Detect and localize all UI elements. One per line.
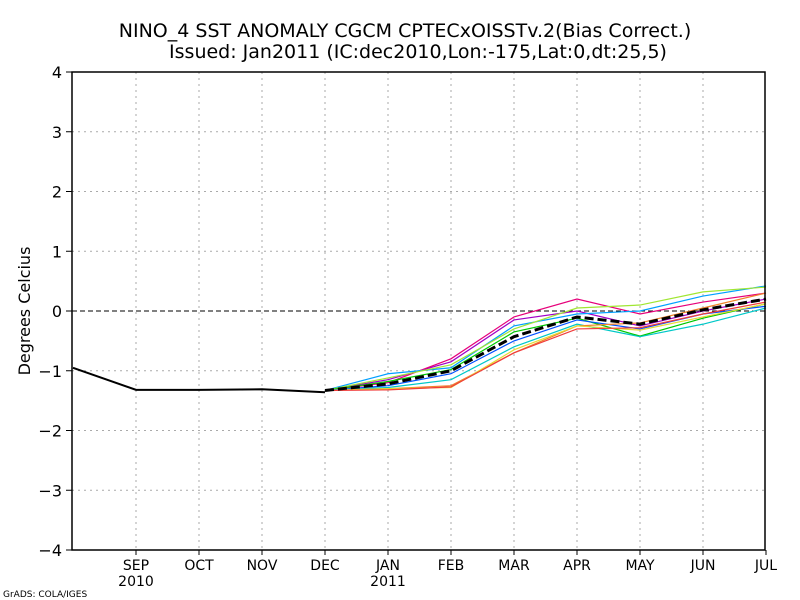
x-tick-label: SEP [123, 558, 149, 574]
ensemble-member-line [324, 285, 767, 392]
ensemble-member-line [324, 286, 767, 392]
y-tick-label: 4 [52, 63, 62, 82]
x-tick-label: JAN [375, 558, 400, 574]
x-tick-label: MAR [498, 558, 530, 574]
y-tick-label: −3 [38, 481, 62, 500]
y-tick-label: −4 [38, 541, 62, 560]
y-axis-label: Degrees Celcius [15, 247, 34, 376]
ensemble-member-line [324, 301, 767, 392]
x-tick-label: OCT [184, 558, 214, 574]
ensemble-member-line [324, 307, 767, 392]
y-tick-label: 0 [52, 302, 62, 321]
ensemble-mean-line [324, 297, 767, 392]
y-tick-label: −1 [38, 362, 62, 381]
x-tick-label: JUN [690, 558, 716, 574]
x-tick-label: FEB [438, 558, 465, 574]
observed-line [72, 366, 326, 394]
x-tick-year: 2011 [370, 574, 406, 590]
x-tick-label: DEC [310, 558, 340, 574]
x-tick-year: 2010 [118, 574, 154, 590]
y-tick-label: 1 [52, 242, 62, 261]
y-tick-label: 2 [52, 183, 62, 202]
plot-frame [71, 71, 766, 551]
x-tick-label: NOV [247, 558, 278, 574]
x-tick-label: MAY [625, 558, 655, 574]
x-tick-label: JUL [754, 558, 777, 574]
ensemble-member-line [324, 292, 767, 392]
grid [72, 72, 765, 550]
x-tick-label: APR [563, 558, 591, 574]
y-tick-label: 3 [52, 123, 62, 142]
ensemble-member-line [324, 303, 767, 392]
y-ticks: 4 3 2 1 0 −1 −2 −3 −4 [38, 63, 72, 560]
series-lines [72, 285, 767, 394]
chart-title: NINO_4 SST ANOMALY CGCM CPTECxOISSTv.2(B… [119, 20, 691, 42]
chart-subtitle: Issued: Jan2011 (IC:dec2010,Lon:-175,Lat… [169, 41, 667, 63]
ensemble-member-line [324, 303, 767, 392]
y-tick-label: −2 [38, 422, 62, 441]
footer-credit: GrADS: COLA/IGES [3, 590, 87, 600]
